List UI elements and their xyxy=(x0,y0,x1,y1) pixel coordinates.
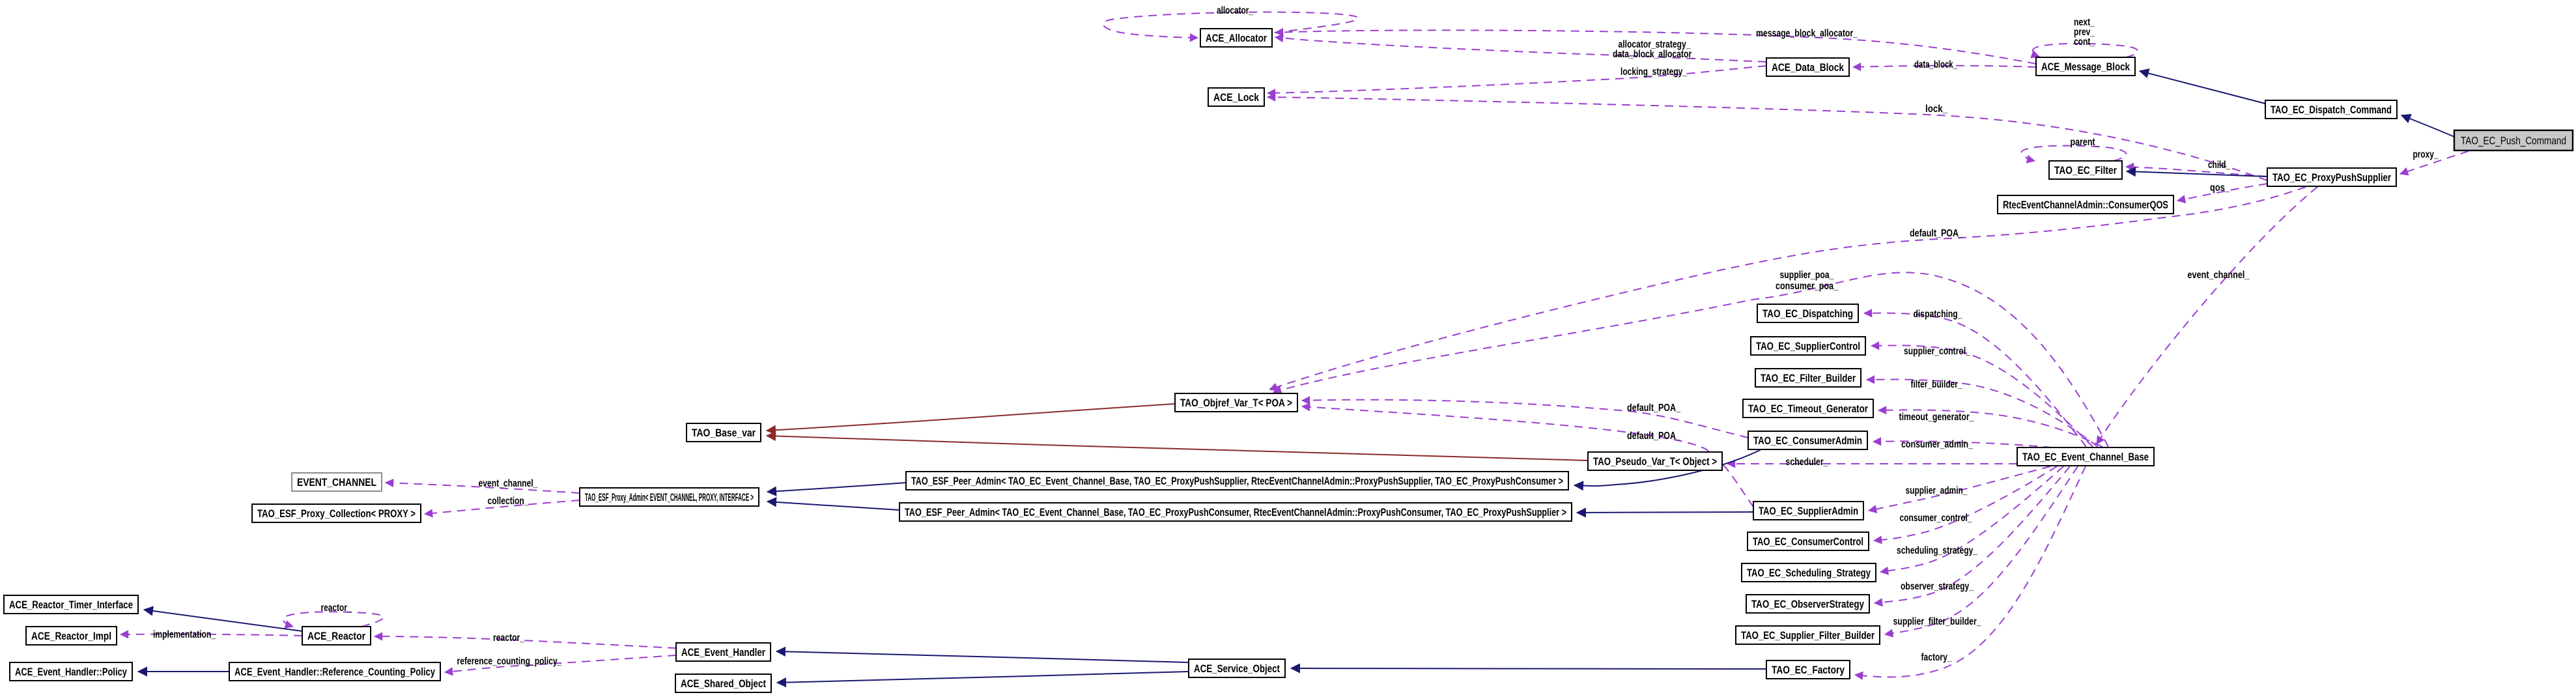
svg-text:ACE_Event_Handler: ACE_Event_Handler xyxy=(681,646,765,659)
svg-text:default_POA_: default_POA_ xyxy=(1627,403,1681,414)
svg-text:reactor_: reactor_ xyxy=(321,603,352,614)
svg-text:parent_: parent_ xyxy=(2071,137,2101,148)
svg-text:TAO_EC_Timeout_Generator: TAO_EC_Timeout_Generator xyxy=(1748,403,1868,415)
svg-text:TAO_Base_var: TAO_Base_var xyxy=(692,427,756,439)
svg-text:next_: next_ xyxy=(2074,17,2095,28)
svg-text:TAO_EC_Dispatching: TAO_EC_Dispatching xyxy=(1762,307,1853,320)
svg-text:qos_: qos_ xyxy=(2210,182,2230,193)
svg-text:child_: child_ xyxy=(2208,160,2231,171)
svg-text:supplier_filter_builder_: supplier_filter_builder_ xyxy=(1893,616,1982,627)
svg-text:proxy_: proxy_ xyxy=(2413,149,2439,160)
svg-text:scheduler_: scheduler_ xyxy=(1786,457,1829,468)
svg-text:TAO_EC_Scheduling_Strategy: TAO_EC_Scheduling_Strategy xyxy=(1747,567,1871,579)
svg-text:ACE_Shared_Object: ACE_Shared_Object xyxy=(681,677,766,690)
svg-text:ACE_Reactor_Timer_Interface: ACE_Reactor_Timer_Interface xyxy=(9,599,133,611)
svg-text:ACE_Reactor: ACE_Reactor xyxy=(307,630,365,642)
svg-text:TAO_EC_ConsumerAdmin: TAO_EC_ConsumerAdmin xyxy=(1753,434,1862,447)
svg-text:locking_strategy_: locking_strategy_ xyxy=(1621,66,1688,78)
svg-text:consumer_control_: consumer_control_ xyxy=(1900,513,1973,524)
svg-text:ACE_Data_Block: ACE_Data_Block xyxy=(1772,61,1844,74)
svg-text:TAO_EC_Factory: TAO_EC_Factory xyxy=(1772,664,1845,676)
svg-text:TAO_ESF_Proxy_Admin< EVENT_CHA: TAO_ESF_Proxy_Admin< EVENT_CHANNEL, PROX… xyxy=(585,491,754,504)
svg-text:allocator_: allocator_ xyxy=(1217,5,1254,16)
svg-text:TAO_EC_ObserverStrategy: TAO_EC_ObserverStrategy xyxy=(1751,598,1864,610)
svg-text:default_POA_: default_POA_ xyxy=(1910,228,1964,239)
svg-text:TAO_ESF_Peer_Admin< TAO_EC_Eve: TAO_ESF_Peer_Admin< TAO_EC_Event_Channel… xyxy=(911,475,1563,487)
svg-text:default_POA_: default_POA_ xyxy=(1627,431,1681,442)
svg-text:TAO_ESF_Peer_Admin< TAO_EC_Eve: TAO_ESF_Peer_Admin< TAO_EC_Event_Channel… xyxy=(905,506,1566,518)
svg-text:observer_strategy_: observer_strategy_ xyxy=(1901,581,1974,592)
svg-text:reactor_: reactor_ xyxy=(493,632,525,644)
svg-text:TAO_EC_ConsumerControl: TAO_EC_ConsumerControl xyxy=(1753,535,1863,548)
svg-text:data_block_: data_block_ xyxy=(1914,59,1958,70)
svg-text:dispatching_: dispatching_ xyxy=(1914,309,1963,320)
svg-text:filter_builder_: filter_builder_ xyxy=(1911,379,1963,390)
svg-text:TAO_Pseudo_Var_T< Object >: TAO_Pseudo_Var_T< Object > xyxy=(1593,455,1717,468)
svg-text:collection_: collection_ xyxy=(488,496,530,507)
svg-text:TAO_EC_Filter: TAO_EC_Filter xyxy=(2054,164,2117,177)
svg-text:ACE_Reactor_Impl: ACE_Reactor_Impl xyxy=(31,630,111,642)
svg-text:prev_: prev_ xyxy=(2074,27,2095,38)
svg-text:implementation_: implementation_ xyxy=(153,629,216,640)
svg-text:RtecEventChannelAdmin::Consume: RtecEventChannelAdmin::ConsumerQOS xyxy=(2003,199,2168,211)
svg-text:allocator_strategy_: allocator_strategy_ xyxy=(1619,39,1691,50)
svg-text:data_block_allocator_: data_block_allocator_ xyxy=(1613,49,1697,60)
svg-text:scheduling_strategy_: scheduling_strategy_ xyxy=(1897,545,1978,556)
svg-text:reference_counting_policy_: reference_counting_policy_ xyxy=(457,656,563,667)
svg-text:ACE_Service_Object: ACE_Service_Object xyxy=(1194,662,1280,675)
svg-text:factory_: factory_ xyxy=(1921,652,1953,663)
svg-text:lock_: lock_ xyxy=(1925,104,1948,115)
svg-text:TAO_EC_Filter_Builder: TAO_EC_Filter_Builder xyxy=(1761,372,1856,384)
svg-text:TAO_EC_ProxyPushSupplier: TAO_EC_ProxyPushSupplier xyxy=(2272,171,2391,184)
svg-text:TAO_EC_Supplier_Filter_Builder: TAO_EC_Supplier_Filter_Builder xyxy=(1741,629,1875,642)
svg-text:event_channel_: event_channel_ xyxy=(479,478,539,489)
svg-text:TAO_ESF_Proxy_Collection< PROX: TAO_ESF_Proxy_Collection< PROXY > xyxy=(257,507,416,520)
svg-text:ACE_Allocator: ACE_Allocator xyxy=(1206,32,1267,44)
svg-text:TAO_EC_Push_Command: TAO_EC_Push_Command xyxy=(2461,135,2566,147)
svg-text:ACE_Event_Handler::Policy: ACE_Event_Handler::Policy xyxy=(15,666,127,678)
svg-text:message_block_allocator_: message_block_allocator_ xyxy=(1756,28,1858,39)
svg-text:timeout_generator_: timeout_generator_ xyxy=(1899,412,1975,423)
svg-text:supplier_admin_: supplier_admin_ xyxy=(1906,485,1968,496)
svg-text:cont_: cont_ xyxy=(2074,36,2095,48)
svg-text:TAO_EC_SupplierControl: TAO_EC_SupplierControl xyxy=(1756,340,1860,352)
svg-text:ACE_Message_Block: ACE_Message_Block xyxy=(2041,61,2130,73)
svg-text:EVENT_CHANNEL: EVENT_CHANNEL xyxy=(297,476,376,489)
svg-text:ACE_Lock: ACE_Lock xyxy=(1213,91,1259,104)
svg-text:supplier_poa_: supplier_poa_ xyxy=(1780,270,1835,281)
svg-text:ACE_Event_Handler::Reference_C: ACE_Event_Handler::Reference_Counting_Po… xyxy=(234,666,435,678)
svg-text:TAO_Objref_Var_T< POA >: TAO_Objref_Var_T< POA > xyxy=(1180,397,1292,409)
svg-text:consumer_poa_: consumer_poa_ xyxy=(1776,281,1839,292)
svg-text:event_channel_: event_channel_ xyxy=(2188,270,2250,281)
svg-text:supplier_control_: supplier_control_ xyxy=(1904,346,1971,357)
svg-text:TAO_EC_SupplierAdmin: TAO_EC_SupplierAdmin xyxy=(1759,505,1858,517)
svg-text:consumer_admin_: consumer_admin_ xyxy=(1901,439,1974,450)
svg-text:TAO_EC_Dispatch_Command: TAO_EC_Dispatch_Command xyxy=(2271,104,2392,116)
svg-text:TAO_EC_Event_Channel_Base: TAO_EC_Event_Channel_Base xyxy=(2022,451,2149,463)
